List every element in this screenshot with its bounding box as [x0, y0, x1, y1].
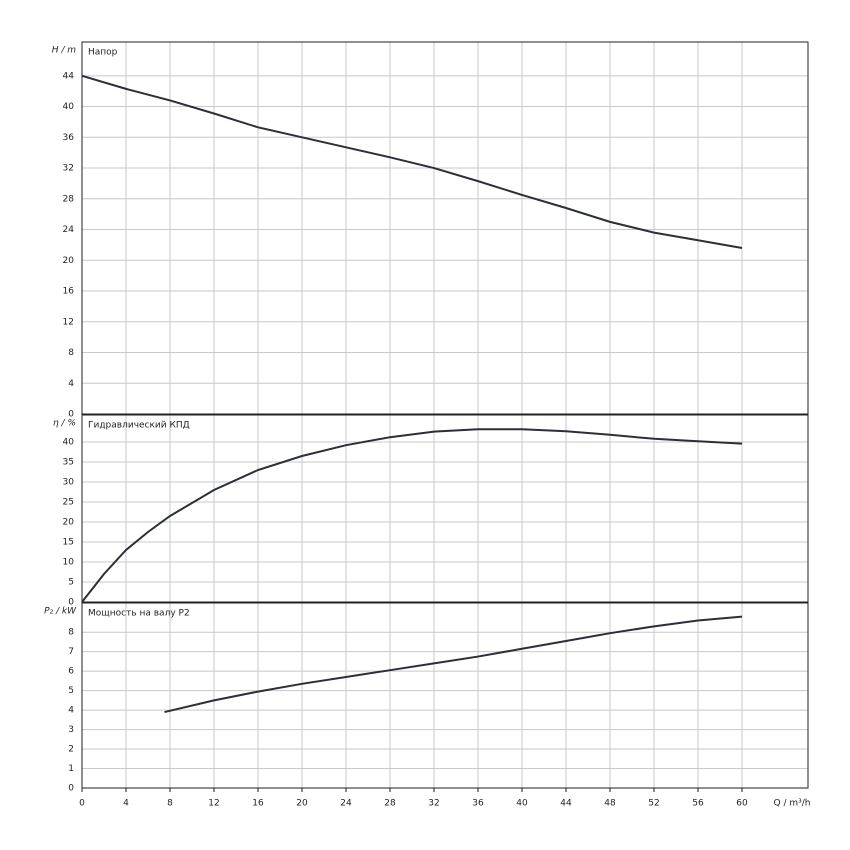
x-tick-label: 16 [252, 799, 264, 809]
x-tick-label: 8 [167, 799, 173, 809]
y-tick-label: 24 [63, 225, 75, 235]
y-tick-label: 7 [68, 647, 74, 657]
x-tick-label: 32 [428, 799, 439, 809]
y-tick-label: 16 [63, 287, 75, 297]
y-tick-label: 0 [68, 598, 74, 608]
y-tick-label: 12 [63, 317, 74, 327]
x-tick-label: 28 [384, 799, 396, 809]
x-tick-label: 56 [692, 799, 704, 809]
y-tick-label: 15 [63, 538, 74, 548]
y-tick-label: 35 [63, 458, 74, 468]
x-tick-label: 40 [516, 799, 528, 809]
y-tick-label: 36 [63, 133, 75, 143]
y-tick-label: 25 [63, 498, 74, 508]
x-tick-label: 60 [736, 799, 748, 809]
y-tick-label: 4 [68, 706, 74, 716]
y-tick-label: 3 [68, 725, 74, 735]
y-tick-label: 20 [63, 256, 75, 266]
curve [81, 74, 743, 249]
y-tick-label: 2 [68, 745, 74, 755]
y-axis-label: H / m [52, 46, 77, 56]
x-tick-label: 12 [208, 799, 219, 809]
y-tick-label: 0 [68, 784, 74, 794]
y-tick-label: 30 [63, 478, 75, 488]
y-tick-label: 40 [63, 102, 75, 112]
curve [81, 428, 743, 603]
y-tick-label: 40 [63, 438, 75, 448]
x-tick-label: 20 [296, 799, 308, 809]
y-tick-label: 20 [63, 518, 75, 528]
panel-frame [81, 414, 809, 603]
y-tick-label: 6 [68, 667, 74, 677]
y-tick-label: 28 [63, 194, 75, 204]
panel-title: Мощность на валу P2 [88, 609, 190, 619]
x-tick-label: 4 [123, 799, 129, 809]
curve [164, 615, 743, 714]
x-tick-label: 44 [560, 799, 572, 809]
y-tick-label: 4 [68, 379, 74, 389]
x-tick-label: 36 [472, 799, 484, 809]
panel-frame [81, 602, 809, 789]
y-tick-label: 8 [68, 628, 74, 638]
x-tick-label: 48 [604, 799, 616, 809]
y-tick-label: 0 [68, 410, 74, 420]
x-axis-label: Q / m³/h [774, 799, 811, 809]
y-tick-label: 44 [63, 71, 75, 81]
y-tick-label: 32 [63, 164, 74, 174]
y-axis-label: P₂ / kW [44, 607, 77, 617]
y-axis-label: η / % [53, 419, 76, 429]
y-tick-label: 10 [63, 558, 75, 568]
y-tick-label: 5 [68, 578, 74, 588]
y-tick-label: 8 [68, 348, 74, 358]
panel-title: Гидравлический КПД [88, 421, 190, 431]
panel-title: Напор [88, 48, 118, 58]
y-tick-label: 1 [68, 764, 74, 774]
panel-frame [81, 41, 809, 415]
x-tick-label: 24 [340, 799, 352, 809]
x-tick-label: 0 [79, 799, 85, 809]
y-tick-label: 5 [68, 686, 74, 696]
x-tick-label: 52 [648, 799, 659, 809]
